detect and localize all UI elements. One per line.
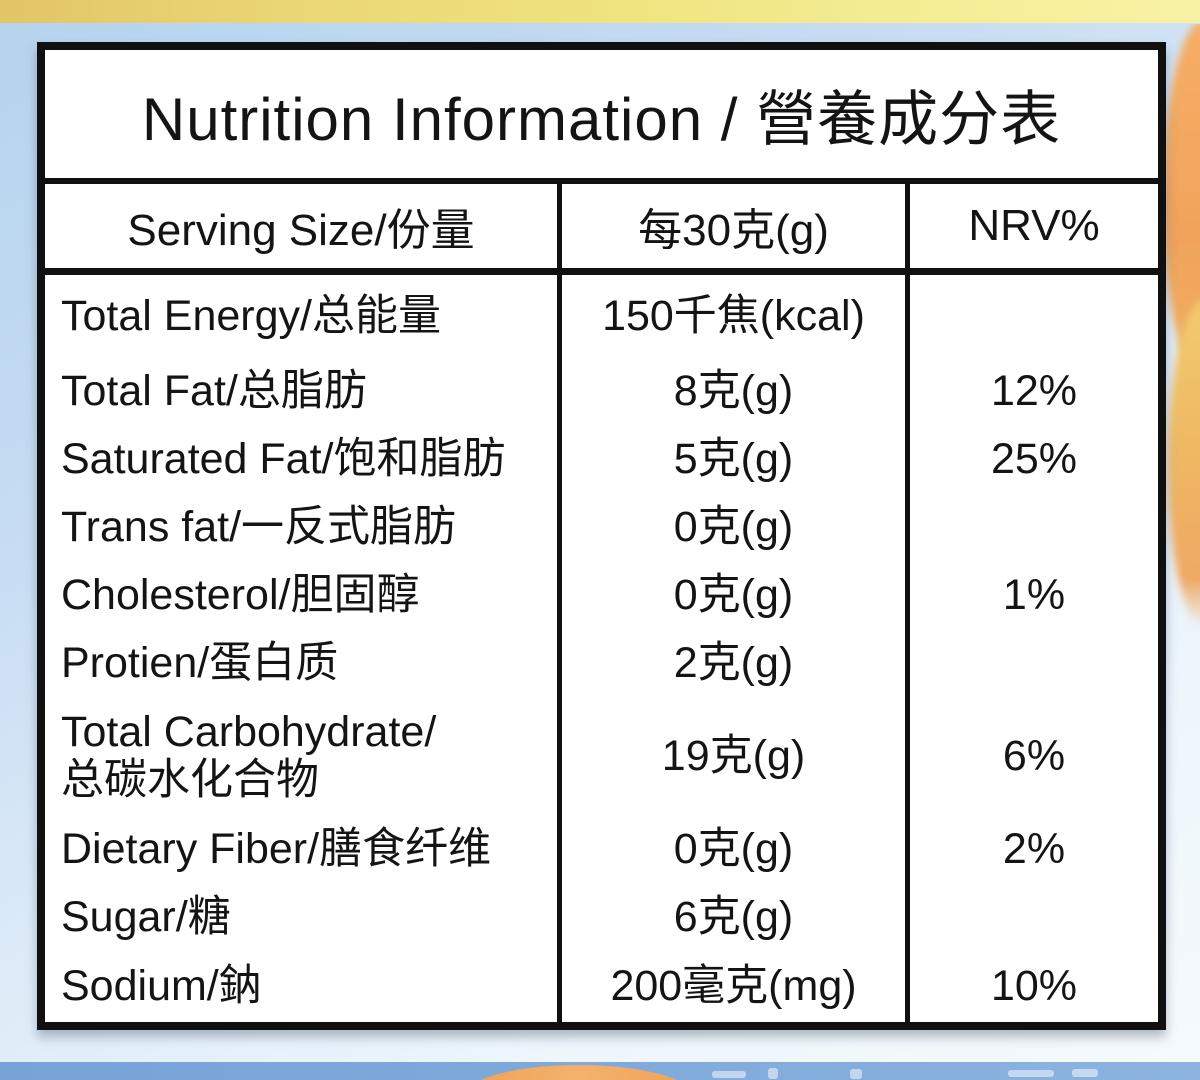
header-nrv: NRV% [905, 184, 1158, 268]
table-row: Dietary Fiber/膳食纤维 0克(g) 2% [45, 815, 1158, 883]
bottom-label-strip [0, 1062, 1200, 1080]
table-row: Saturated Fat/饱和脂肪 5克(g) 25% [45, 425, 1158, 493]
nutrient-nrv [905, 883, 1158, 951]
nutrient-amount: 0克(g) [557, 493, 905, 561]
header-per-serving: 每30克(g) [557, 184, 905, 268]
nutrient-nrv [905, 493, 1158, 561]
table-row: Cholesterol/胆固醇 0克(g) 1% [45, 561, 1158, 629]
nutrient-amount: 5克(g) [557, 425, 905, 493]
nutrient-amount: 0克(g) [557, 561, 905, 629]
nutrient-amount: 8克(g) [557, 357, 905, 425]
nutrient-amount: 0克(g) [557, 815, 905, 883]
nutrient-nrv: 1% [905, 561, 1158, 629]
cutoff-text-fragment [712, 1071, 746, 1078]
table-row: Total Carbohydrate/ 总碳水化合物 19克(g) 6% [45, 697, 1158, 815]
nutrient-name: Total Fat/总脂肪 [61, 366, 367, 415]
nutrient-amount: 2克(g) [557, 629, 905, 697]
nutrient-nrv: 12% [905, 357, 1158, 425]
nutrient-nrv: 25% [905, 425, 1158, 493]
nutrient-nrv: 6% [905, 697, 1158, 815]
nutrition-table: Nutrition Information / 營養成分表 Serving Si… [37, 42, 1166, 1030]
nutrient-nrv [905, 275, 1158, 357]
nutrient-amount: 150千焦(kcal) [557, 275, 905, 357]
nutrient-amount: 6克(g) [557, 883, 905, 951]
nutrient-name: Cholesterol/胆固醇 [61, 570, 420, 619]
nutrient-name: Total Energy/总能量 [61, 291, 441, 340]
orange-arc-decoration [463, 1065, 695, 1080]
nutrient-name: Protien/蛋白质 [61, 638, 339, 687]
top-yellow-band [0, 0, 1200, 23]
nutrient-nrv: 10% [905, 951, 1158, 1022]
nutrient-name: Total Carbohydrate/ 总碳水化合物 [61, 707, 437, 804]
table-body: Total Energy/总能量 150千焦(kcal) Total Fat/总脂肪… [45, 275, 1158, 1022]
nutrient-nrv [905, 629, 1158, 697]
nutrient-name: Trans fat/一反式脂肪 [61, 502, 457, 551]
nutrient-amount: 200毫克(mg) [557, 951, 905, 1022]
cutoff-text-fragment [1072, 1069, 1098, 1077]
nutrient-amount: 19克(g) [557, 697, 905, 815]
header-serving-size: Serving Size/份量 [127, 206, 475, 255]
table-title: Nutrition Information / 營養成分表 [45, 50, 1158, 184]
nutrient-name: Saturated Fat/饱和脂肪 [61, 434, 506, 483]
cutoff-text-fragment [850, 1069, 862, 1079]
nutrient-name: Dietary Fiber/膳食纤维 [61, 824, 492, 873]
nutrient-nrv: 2% [905, 815, 1158, 883]
table-row: Total Energy/总能量 150千焦(kcal) [45, 275, 1158, 357]
nutrient-name: Sodium/鈉 [61, 962, 262, 1011]
cutoff-text-fragment [1008, 1070, 1054, 1077]
cutoff-text-fragment [768, 1068, 778, 1079]
table-header-row: Serving Size/份量 每30克(g) NRV% [45, 184, 1158, 275]
table-row: Total Fat/总脂肪 8克(g) 12% [45, 357, 1158, 425]
nutrient-name: Sugar/糖 [61, 892, 231, 941]
table-row: Protien/蛋白质 2克(g) [45, 629, 1158, 697]
table-row: Sodium/鈉 200毫克(mg) 10% [45, 951, 1158, 1022]
table-row: Sugar/糖 6克(g) [45, 883, 1158, 951]
table-row: Trans fat/一反式脂肪 0克(g) [45, 493, 1158, 561]
